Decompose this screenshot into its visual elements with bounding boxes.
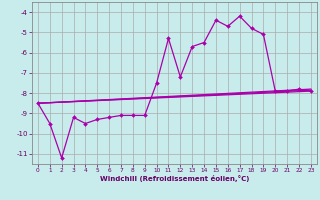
X-axis label: Windchill (Refroidissement éolien,°C): Windchill (Refroidissement éolien,°C) [100, 175, 249, 182]
